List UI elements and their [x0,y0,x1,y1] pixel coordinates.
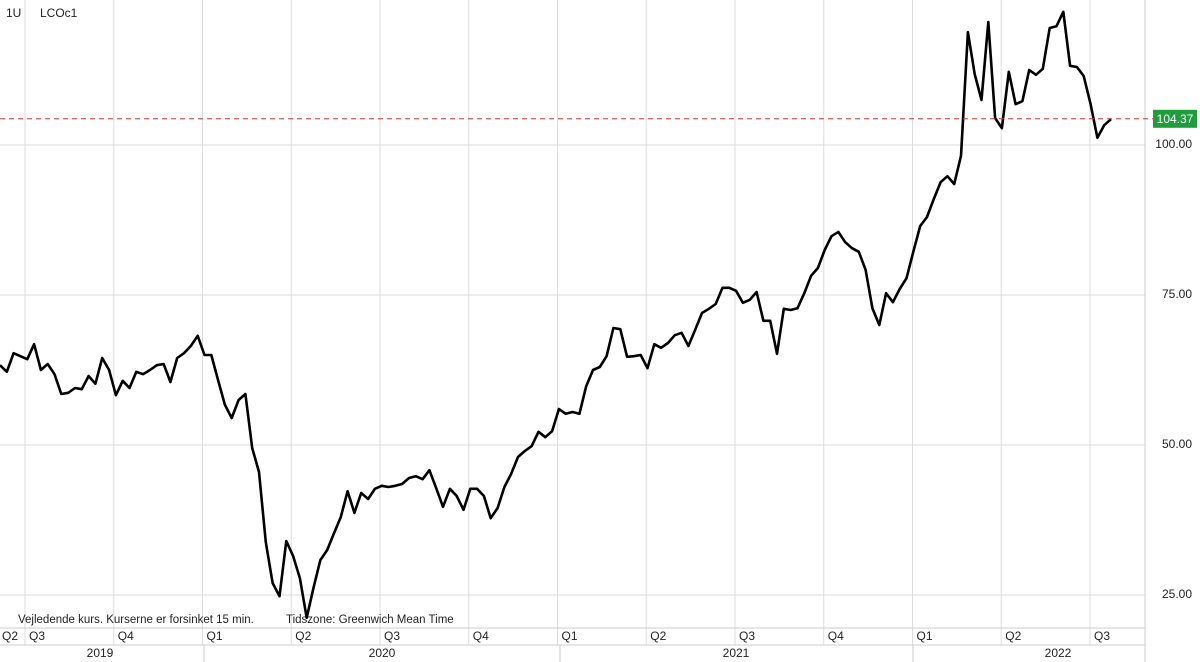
x-tick-label: Q1 [562,629,578,643]
x-tick-label: Q4 [118,629,134,643]
x-tick-label: Q2 [1005,629,1021,643]
x-tick-label: Q1 [207,629,223,643]
y-tick-label: 50.00 [1162,437,1192,451]
x-tick-label: Q2 [650,629,666,643]
x-tick-label: Q4 [473,629,489,643]
y-tick-label: 75.00 [1162,287,1192,301]
x-tick-label: Q3 [1094,629,1110,643]
footnote: Vejledende kurs. Kurserne er forsinket 1… [18,614,254,626]
y-tick-label: 25.00 [1162,587,1192,601]
symbol-label: LCOc1 [40,6,78,20]
x-tick-label: Q3 [739,629,755,643]
x-tick-label: Q3 [29,629,45,643]
x-tick-label: Q4 [828,629,844,643]
interval-label: 1U [6,6,21,20]
y-tick-label: 100.00 [1155,137,1192,151]
year-label: 2021 [723,646,750,660]
grid [0,0,1145,645]
timezone-note: Tidszone: Greenwich Mean Time [286,614,454,626]
year-label: 2019 [87,646,114,660]
x-tick-label: Q2 [295,629,311,643]
x-tick-label: Q2 [2,629,18,643]
last-price-label: 104.37 [1157,112,1194,126]
year-label: 2020 [369,646,396,660]
price-line [0,10,1112,620]
x-tick-label: Q3 [384,629,400,643]
last-price-badge [1153,109,1197,128]
year-label: 2022 [1045,646,1072,660]
x-tick-label: Q1 [917,629,933,643]
